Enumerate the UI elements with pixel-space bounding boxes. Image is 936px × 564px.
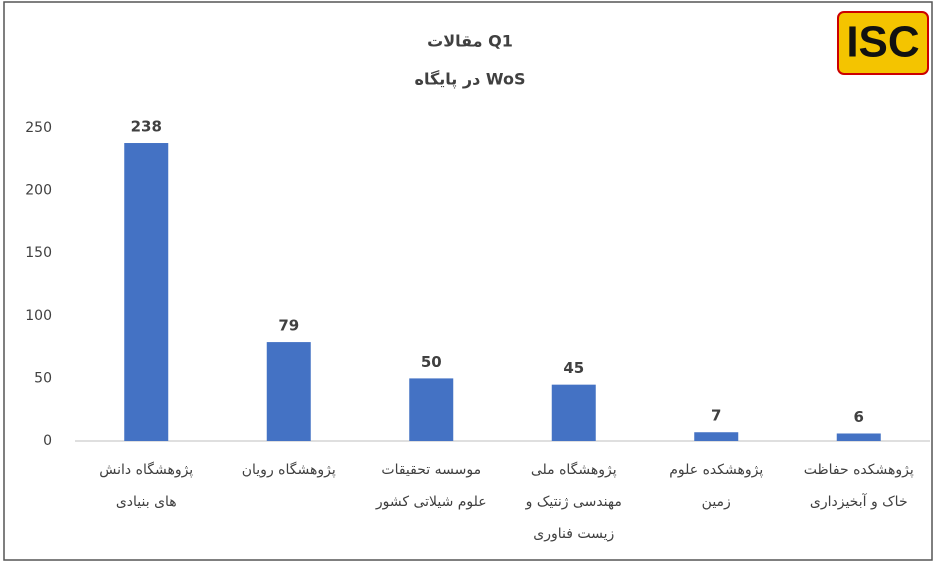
- chart-subtitle: در پایگاه WoS: [415, 70, 526, 90]
- x-tick-line: زیست فناوری: [533, 526, 614, 542]
- x-tick-line: های بنیادی: [116, 494, 177, 510]
- x-tick-line: موسسه تحقیقات: [381, 462, 481, 478]
- y-tick-label: 150: [25, 245, 52, 261]
- y-tick-label: 100: [25, 308, 52, 324]
- bar: [551, 384, 596, 441]
- x-tick-line: پژوهشگاه دانش: [99, 461, 193, 478]
- value-label: 6: [854, 408, 864, 426]
- value-label: 45: [563, 359, 584, 377]
- x-tick-label: پژوهشکده حفاظت خاک و آبخیزداری: [804, 462, 914, 510]
- bar: [694, 432, 739, 441]
- bar: [266, 342, 311, 441]
- y-tick-label: 200: [25, 183, 52, 199]
- bar: [124, 143, 169, 442]
- x-tick-line: مهندسی ژنتیک و: [525, 494, 622, 510]
- value-label: 238: [131, 118, 162, 136]
- x-tick-label: پژوهشکده علوم زمین: [669, 462, 763, 510]
- x-tick-line: خاک و آبخیزداری: [810, 493, 908, 510]
- x-tick-label: موسسه تحقیقات علوم شیلاتی کشور: [375, 462, 487, 510]
- logo-text: ISC: [846, 18, 919, 67]
- logo-box: [837, 11, 929, 75]
- chart-title: مقالات Q1: [427, 32, 513, 51]
- bar: [409, 378, 454, 441]
- value-label: 50: [421, 353, 442, 371]
- x-tick-label: پژوهشگاه دانش های بنیادی: [99, 461, 193, 510]
- y-tick-label: 0: [43, 433, 52, 449]
- x-tick-line: پژوهشگاه ملی: [531, 461, 617, 478]
- value-label: 79: [278, 317, 299, 335]
- x-tick-line: پژوهشگاه رویان: [242, 461, 336, 478]
- value-label: 7: [711, 407, 721, 425]
- y-tick-label: 50: [34, 370, 52, 386]
- x-tick-label: پژوهشگاه رویان: [242, 461, 336, 478]
- x-tick-line: پژوهشکده حفاظت: [804, 462, 914, 478]
- x-tick-label: پژوهشگاه ملی مهندسی ژنتیک و زیست فناوری: [525, 461, 622, 542]
- bar: [836, 433, 881, 441]
- logo: ISC: [837, 11, 929, 75]
- x-tick-line: علوم شیلاتی کشور: [375, 494, 487, 510]
- y-tick-label: 250: [25, 120, 52, 136]
- x-tick-line: پژوهشکده علوم: [669, 462, 763, 478]
- x-tick-line: زمین: [702, 494, 731, 510]
